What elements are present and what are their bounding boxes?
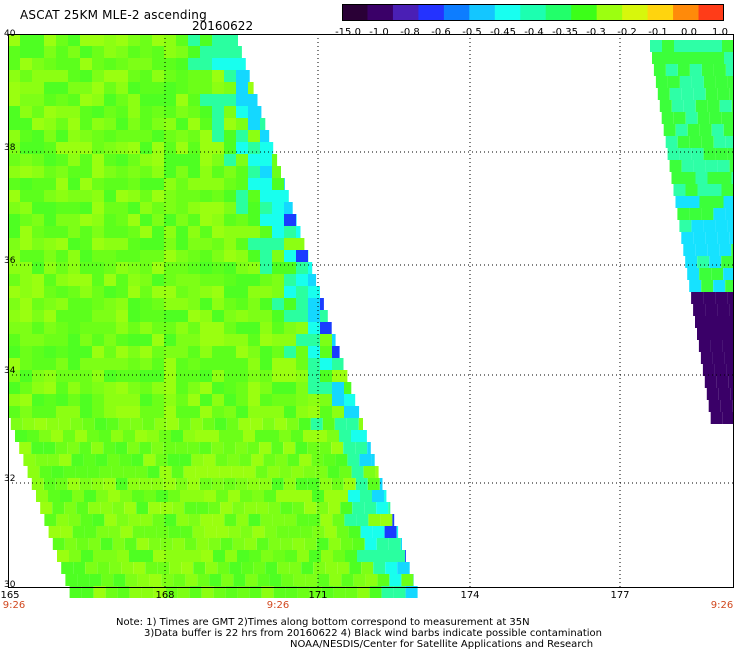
colorbar-label: -0.6 (431, 27, 451, 38)
colorbar-swatch (698, 4, 724, 21)
lat-label-38: 38 (4, 143, 16, 153)
colorbar-label: -0.1 (648, 27, 668, 38)
lon-label-165: 165 (0, 590, 20, 601)
colorbar-label: -0.3 (586, 27, 606, 38)
colorbar-swatch (392, 4, 419, 21)
colorbar (342, 4, 724, 21)
colorbar-swatch (520, 4, 547, 21)
colorbar-swatch (596, 4, 623, 21)
map-title: ASCAT 25KM MLE-2 ascending (20, 8, 207, 22)
colorbar-label: -0.2 (617, 27, 637, 38)
lon-label-168: 168 (155, 590, 175, 601)
colorbar-swatch (571, 4, 598, 21)
map-date: 20160622 (192, 19, 254, 33)
colorbar-swatch (367, 4, 394, 21)
time-label-left: 9:26 (2, 600, 26, 611)
map-frame (8, 34, 734, 588)
note-line-1: Note: 1) Times are GMT 2)Times along bot… (116, 617, 530, 628)
colorbar-label: -15.0 (335, 27, 361, 38)
lat-label-34: 34 (4, 366, 16, 376)
lat-label-32: 32 (4, 474, 16, 484)
colorbar-swatch (418, 4, 445, 21)
colorbar-label: -0.4 (524, 27, 544, 38)
colorbar-swatch (443, 4, 470, 21)
colorbar-label: -0.45 (490, 27, 516, 38)
lon-label-177: 177 (610, 590, 630, 601)
note-line-2: 3)Data buffer is 22 hrs from 20160622 4)… (144, 628, 602, 639)
colorbar-swatch (494, 4, 521, 21)
colorbar-label: -1.0 (369, 27, 389, 38)
colorbar-swatch (545, 4, 572, 21)
lon-label-174: 174 (460, 590, 480, 601)
colorbar-swatch (647, 4, 674, 21)
colorbar-swatch (673, 4, 700, 21)
lat-label-36: 36 (4, 256, 16, 266)
time-label-middle: 9:26 (266, 600, 290, 611)
time-label-right: 9:26 (710, 600, 734, 611)
colorbar-label: -0.8 (400, 27, 420, 38)
note-line-3: NOAA/NESDIS/Center for Satellite Applica… (290, 639, 594, 650)
lon-label-171: 171 (308, 590, 328, 601)
colorbar-label: 1.0 (712, 27, 728, 38)
colorbar-swatch (469, 4, 496, 21)
colorbar-swatch (342, 4, 369, 21)
lat-label-40: 40 (4, 29, 16, 39)
colorbar-label: -0.5 (462, 27, 482, 38)
colorbar-label: 0.0 (681, 27, 697, 38)
lat-label-30: 30 (4, 580, 16, 590)
colorbar-swatch (622, 4, 649, 21)
colorbar-label: -0.35 (552, 27, 578, 38)
